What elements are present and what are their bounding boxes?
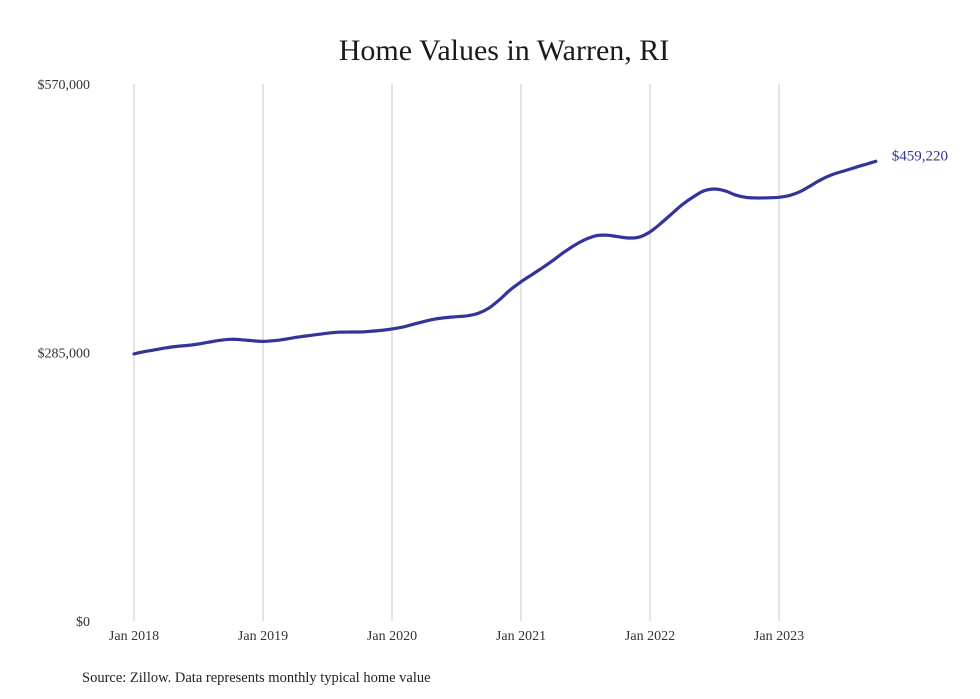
y-tick-label: $285,000 — [38, 347, 91, 362]
y-tick-label: $0 — [76, 615, 90, 630]
chart-title: Home Values in Warren, RI — [339, 34, 670, 67]
x-axis-ticks: Jan 2018 Jan 2019 Jan 2020 Jan 2021 Jan 2022… — [109, 629, 804, 644]
x-tick-label: Jan 2022 — [625, 629, 675, 644]
series-layer: $459,220 — [132, 148, 948, 356]
y-axis-ticks: $570,000 $285,000 $0 — [38, 78, 91, 630]
end-value-label: $459,220 — [892, 148, 948, 164]
source-note: Source: Zillow. Data represents monthly … — [82, 670, 431, 686]
x-tick-label: Jan 2021 — [496, 629, 546, 644]
x-tick-label: Jan 2019 — [238, 629, 288, 644]
x-tick-label: Jan 2020 — [367, 629, 417, 644]
y-tick-label: $570,000 — [38, 78, 91, 93]
x-tick-label: Jan 2018 — [109, 629, 159, 644]
x-tick-label: Jan 2023 — [754, 629, 804, 644]
series-line — [132, 159, 878, 356]
grid-lines — [133, 84, 780, 621]
